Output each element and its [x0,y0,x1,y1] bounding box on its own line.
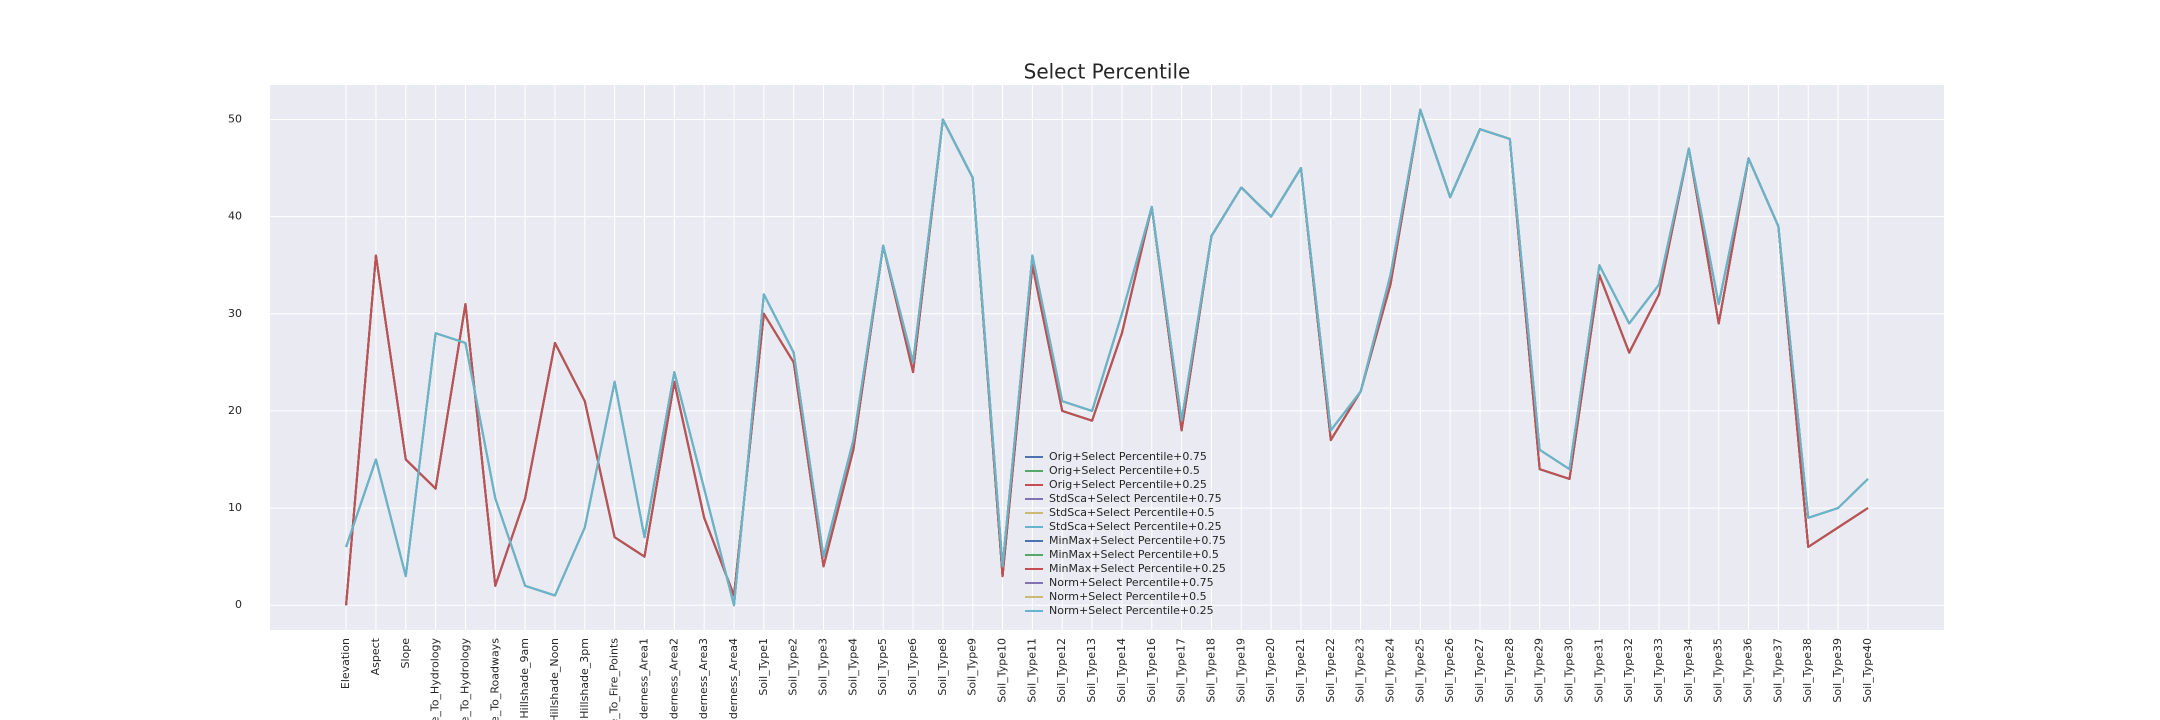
x-tick-label: Soil_Type20 [1264,638,1277,703]
x-tick-label: Soil_Type12 [1055,638,1068,703]
legend-label: StdSca+Select Percentile+0.75 [1049,492,1222,505]
x-tick-label: Soil_Type40 [1861,638,1874,703]
x-tick-label: Soil_Type16 [1145,638,1158,703]
y-tick-label: 50 [228,112,242,125]
y-tick-label: 40 [228,210,242,223]
x-tick-label: Soil_Type36 [1742,638,1755,703]
x-tick-label: Soil_Type38 [1801,638,1814,703]
x-tick-label: Soil_Type31 [1592,638,1605,703]
legend-label: Orig+Select Percentile+0.75 [1049,450,1207,463]
x-tick-label: Elevation [339,638,352,689]
x-tick-label: Soil_Type3 [817,638,830,696]
x-tick-label: Soil_Type19 [1234,638,1247,703]
x-tick-label: Horizontal_Distance_To_Hydrology [429,638,442,720]
series-line [345,108,1869,607]
x-tick-label: Soil_Type9 [966,638,979,696]
x-tick-label: Soil_Type28 [1503,638,1516,703]
legend-label: Norm+Select Percentile+0.75 [1049,576,1214,589]
x-tick-label: Vertical_Distance_To_Hydrology [458,638,471,720]
legend-label: Orig+Select Percentile+0.25 [1049,478,1207,491]
x-tick-label: Soil_Type37 [1771,638,1784,703]
x-tick-label: Soil_Type1 [757,638,770,696]
x-tick-label: Soil_Type6 [906,638,919,696]
x-tick-label: Hillshade_3pm [578,638,591,719]
x-tick-label: Soil_Type25 [1413,638,1426,703]
x-tick-label: Soil_Type29 [1533,638,1546,703]
x-tick-label: Soil_Type24 [1383,638,1396,703]
y-tick-label: 0 [235,598,242,611]
legend-label: MinMax+Select Percentile+0.25 [1049,562,1226,575]
legend-label: MinMax+Select Percentile+0.5 [1049,548,1219,561]
x-tick-label: Soil_Type22 [1324,638,1337,703]
y-tick-label: 10 [228,501,242,514]
x-tick-label: Soil_Type11 [1025,638,1038,703]
x-tick-label: Soil_Type5 [876,638,889,696]
legend-label: Norm+Select Percentile+0.5 [1049,590,1207,603]
x-tick-label: Soil_Type8 [936,638,949,696]
x-tick-label: Soil_Type14 [1115,638,1128,703]
plot-background [270,85,1944,630]
x-tick-label: Hillshade_Noon [548,638,561,720]
x-tick-label: Soil_Type26 [1443,638,1456,703]
x-tick-label: Soil_Type32 [1622,638,1635,703]
x-tick-label: Soil_Type2 [787,638,800,696]
x-tick-label: Hillshade_9am [518,638,531,719]
x-tick-label: Wilderness_Area3 [697,638,710,720]
legend-label: StdSca+Select Percentile+0.25 [1049,520,1222,533]
x-tick-label: Soil_Type30 [1563,638,1576,703]
x-tick-label: Slope [399,638,412,669]
legend-label: Orig+Select Percentile+0.5 [1049,464,1200,477]
x-tick-label: Wilderness_Area1 [637,638,650,720]
x-tick-label: Soil_Type35 [1712,638,1725,703]
legend-label: MinMax+Select Percentile+0.75 [1049,534,1226,547]
x-tick-label: Soil_Type13 [1085,638,1098,703]
chart-title: Select Percentile [1024,60,1191,84]
y-tick-label: 20 [228,404,242,417]
x-tick-label: Soil_Type18 [1204,638,1217,703]
x-tick-label: Soil_Type34 [1682,638,1695,703]
x-tick-label: Soil_Type23 [1354,638,1367,703]
legend-label: Norm+Select Percentile+0.25 [1049,604,1214,617]
x-tick-label: Aspect [369,637,382,675]
x-tick-label: Soil_Type10 [996,638,1009,703]
legend-label: StdSca+Select Percentile+0.5 [1049,506,1215,519]
x-tick-label: Soil_Type39 [1831,638,1844,703]
x-tick-label: Horizontal_Distance_To_Roadways [488,638,501,720]
x-tick-label: Soil_Type21 [1294,638,1307,703]
series-line [345,108,1869,606]
y-tick-label: 30 [228,307,242,320]
x-tick-label: Soil_Type17 [1175,638,1188,703]
x-tick-label: Wilderness_Area4 [727,638,740,720]
x-tick-label: Soil_Type27 [1473,638,1486,703]
x-tick-label: Horizontal_Distance_To_Fire_Points [608,638,621,720]
x-tick-label: Wilderness_Area2 [667,638,680,720]
x-tick-label: Soil_Type33 [1652,638,1665,703]
x-tick-label: Soil_Type4 [846,638,859,696]
